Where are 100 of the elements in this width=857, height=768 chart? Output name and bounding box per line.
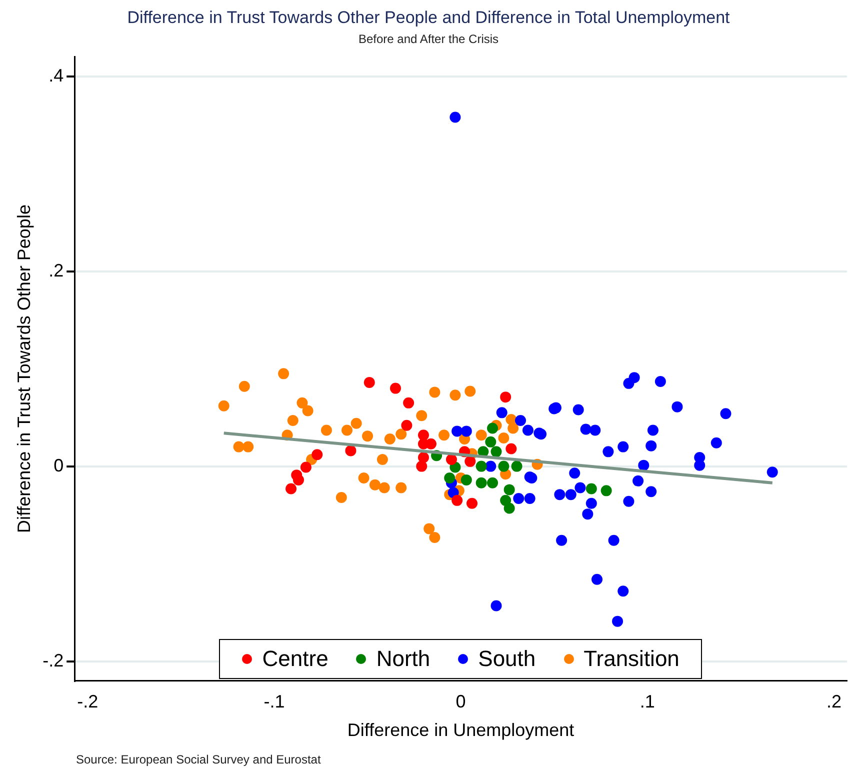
point: [460, 474, 472, 486]
point: [429, 532, 440, 543]
point: [582, 508, 594, 520]
point: [466, 498, 478, 509]
point: [452, 494, 463, 506]
point: [287, 414, 298, 426]
point: [233, 441, 244, 452]
point: [476, 430, 487, 441]
point: [424, 523, 435, 534]
point: [574, 482, 586, 494]
point: [504, 484, 515, 496]
point: [646, 486, 657, 498]
point: [345, 445, 356, 456]
point: [396, 428, 407, 440]
point: [341, 424, 352, 436]
point: [444, 472, 456, 484]
point: [384, 434, 396, 444]
point: [654, 376, 666, 387]
y-tick-label: .4: [48, 65, 64, 86]
x-axis-title: Difference in Unemployment: [347, 720, 574, 740]
legend-label: South: [478, 646, 536, 672]
point: [623, 496, 634, 507]
x-tick-label: .2: [826, 692, 842, 712]
point: [590, 424, 601, 436]
point: [646, 440, 657, 452]
point: [612, 616, 624, 627]
point: [569, 468, 580, 479]
point: [498, 432, 510, 444]
chart-title: Difference in Trust Towards Other People and Difference in Total Unemployment: [127, 8, 730, 27]
point: [378, 482, 390, 494]
y-axis-title: Difference in Trust Towards Other People: [14, 204, 34, 534]
point: [364, 376, 375, 388]
legend-label: Centre: [262, 646, 328, 672]
point: [508, 422, 519, 434]
point: [438, 430, 450, 441]
legend-label: North: [376, 646, 430, 672]
point: [766, 466, 778, 478]
chart-subtitle: Before and After the Crisis: [358, 32, 499, 46]
point: [487, 422, 498, 434]
point: [312, 449, 323, 460]
point: [490, 600, 502, 612]
point: [720, 408, 732, 420]
point: [464, 386, 476, 397]
point: [672, 401, 683, 412]
point: [300, 462, 312, 473]
point: [376, 454, 388, 465]
point: [608, 534, 620, 546]
point: [350, 418, 362, 429]
point: [485, 460, 496, 472]
point: [572, 404, 584, 416]
point: [638, 460, 650, 471]
point: [580, 424, 592, 435]
point: [506, 443, 517, 454]
point: [429, 386, 440, 398]
point: [647, 424, 658, 436]
point: [358, 472, 370, 484]
y-tick-label: 0: [54, 455, 64, 476]
point: [238, 380, 250, 392]
point: [416, 460, 428, 472]
point: [446, 454, 457, 465]
point: [632, 475, 644, 486]
point: [485, 436, 496, 448]
point: [278, 368, 290, 380]
point: [490, 446, 502, 458]
point: [292, 474, 304, 486]
point: [416, 410, 428, 422]
point: [401, 420, 412, 431]
point: [218, 400, 230, 412]
point: [565, 489, 576, 500]
point: [496, 407, 508, 418]
point: [586, 483, 597, 494]
x-tick-label: .1: [640, 692, 655, 712]
point: [286, 483, 297, 494]
point: [418, 430, 429, 441]
point: [296, 397, 308, 408]
point: [476, 477, 487, 488]
point: [522, 424, 534, 436]
point: [487, 477, 498, 488]
point: [390, 382, 402, 394]
point: [403, 397, 414, 408]
point: [694, 460, 706, 471]
point: [396, 482, 407, 494]
point: [336, 492, 347, 503]
point: [452, 426, 463, 437]
point: [602, 446, 614, 458]
point: [513, 492, 524, 504]
x-tick-label: 0: [456, 692, 466, 712]
point: [592, 574, 602, 585]
point: [369, 479, 380, 490]
point: [618, 586, 629, 597]
y-tick-label: .2: [48, 260, 64, 280]
point: [464, 456, 476, 467]
point: [450, 112, 461, 123]
point: [710, 437, 722, 448]
x-tick-label: -.2: [77, 692, 98, 712]
point: [460, 426, 472, 437]
point: [600, 485, 612, 496]
point: [515, 414, 526, 426]
point: [524, 492, 536, 504]
point: [362, 430, 374, 442]
